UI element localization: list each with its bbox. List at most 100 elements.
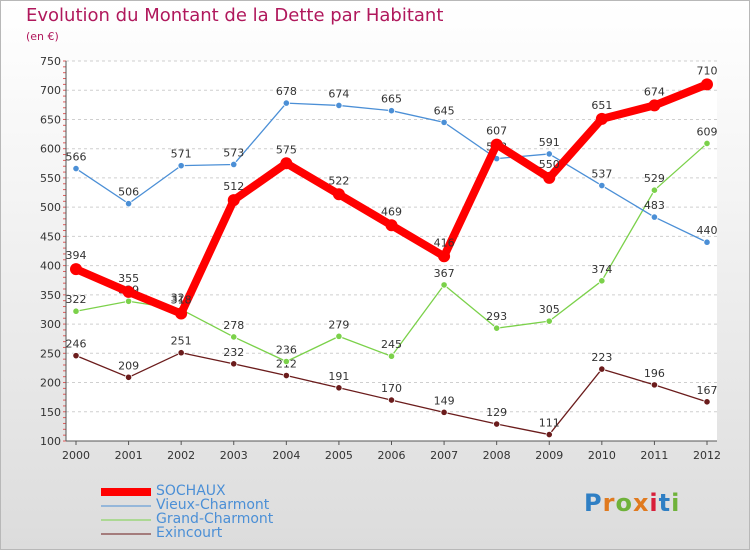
data-point <box>490 138 503 151</box>
data-label: 305 <box>539 303 560 316</box>
data-label: 293 <box>486 310 507 323</box>
data-point <box>545 317 553 325</box>
data-point <box>598 277 606 285</box>
data-point <box>124 373 133 381</box>
data-point <box>280 157 293 170</box>
data-label: 170 <box>381 382 402 395</box>
data-point <box>282 371 290 380</box>
logo-letter: x <box>632 489 650 517</box>
data-point <box>387 396 396 404</box>
data-point <box>440 118 448 126</box>
data-label: 251 <box>171 335 192 348</box>
data-label: 167 <box>697 384 718 397</box>
legend-swatch <box>101 505 151 507</box>
y-tick-label: 100 <box>40 435 61 448</box>
data-point <box>598 365 606 373</box>
logo-letter: r <box>602 489 616 517</box>
data-point <box>282 99 290 107</box>
data-label: 674 <box>644 85 665 98</box>
data-label: 550 <box>539 158 560 171</box>
proxiti-logo: Proxiti <box>584 489 680 517</box>
data-label: 209 <box>118 359 139 372</box>
data-point <box>387 107 396 115</box>
data-label: 665 <box>381 93 402 106</box>
data-point <box>598 181 606 190</box>
data-label: 440 <box>697 224 718 237</box>
data-point <box>335 101 343 110</box>
data-label: 279 <box>328 318 349 331</box>
data-point <box>230 160 238 169</box>
data-label: 522 <box>328 174 349 187</box>
data-point <box>440 281 448 289</box>
data-label: 246 <box>66 338 87 351</box>
data-label: 506 <box>118 186 139 199</box>
data-label: 573 <box>223 146 244 159</box>
data-point <box>335 332 343 340</box>
data-label: 236 <box>276 343 297 356</box>
data-point <box>595 112 608 125</box>
data-label: 367 <box>434 267 455 280</box>
data-point <box>703 238 711 246</box>
logo-letter: P <box>584 489 603 517</box>
legend-label: Vieux-Charmont <box>156 497 270 513</box>
data-point <box>177 162 185 170</box>
data-label: 674 <box>328 87 349 100</box>
data-point <box>72 352 80 360</box>
data-label: 111 <box>539 417 560 430</box>
data-point <box>650 213 659 221</box>
data-label: 566 <box>66 151 87 164</box>
data-point <box>227 194 240 207</box>
y-tick-label: 650 <box>40 113 61 126</box>
logo-letter: i <box>649 489 659 517</box>
y-tick-label: 450 <box>40 230 61 243</box>
data-label: 232 <box>223 346 244 359</box>
data-point <box>387 352 396 360</box>
plot-area <box>66 61 717 441</box>
data-point <box>703 398 711 406</box>
data-label: 278 <box>223 319 244 332</box>
data-label: 318 <box>171 294 192 307</box>
data-point <box>122 285 135 298</box>
y-tick-label: 400 <box>40 260 61 273</box>
x-tick-label: 2005 <box>325 449 353 462</box>
data-label: 245 <box>381 338 402 351</box>
data-label: 191 <box>328 370 349 383</box>
data-point <box>545 150 553 158</box>
data-label: 416 <box>434 236 455 249</box>
data-point <box>493 420 501 428</box>
data-label: 529 <box>644 172 665 185</box>
data-point <box>648 99 661 112</box>
x-tick-label: 2010 <box>588 449 616 462</box>
y-tick-label: 550 <box>40 172 61 185</box>
y-tick-label: 600 <box>40 143 61 156</box>
data-point <box>701 78 713 91</box>
data-label: 651 <box>591 99 612 112</box>
data-point <box>332 188 345 201</box>
x-tick-label: 2003 <box>220 449 248 462</box>
data-label: 149 <box>434 394 455 407</box>
legend-label: Exincourt <box>156 525 223 541</box>
data-label: 591 <box>539 136 560 149</box>
data-point <box>72 307 80 315</box>
data-label: 710 <box>697 64 718 77</box>
legend-swatch <box>101 519 151 521</box>
data-label: 575 <box>276 143 297 156</box>
data-point <box>70 263 82 276</box>
chart-title: Evolution du Montant de la Dette par Hab… <box>26 5 444 26</box>
data-point <box>703 139 711 148</box>
data-label: 374 <box>591 263 612 276</box>
y-tick-label: 350 <box>40 289 61 302</box>
logo-letter: o <box>615 489 633 517</box>
x-tick-label: 2000 <box>62 449 90 462</box>
data-label: 223 <box>591 351 612 364</box>
data-point <box>282 357 290 366</box>
y-tick-label: 750 <box>40 55 61 68</box>
y-tick-label: 300 <box>40 318 61 331</box>
x-tick-label: 2009 <box>535 449 563 462</box>
data-point <box>124 200 133 208</box>
x-tick-label: 2001 <box>115 449 143 462</box>
data-point <box>72 164 80 173</box>
legend-swatch <box>101 488 151 496</box>
data-label: 607 <box>486 125 507 138</box>
